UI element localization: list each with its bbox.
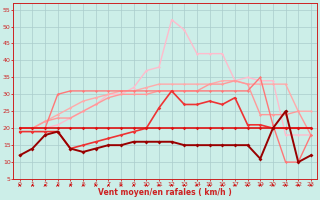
X-axis label: Vent moyen/en rafales ( km/h ): Vent moyen/en rafales ( km/h ) <box>99 188 232 197</box>
